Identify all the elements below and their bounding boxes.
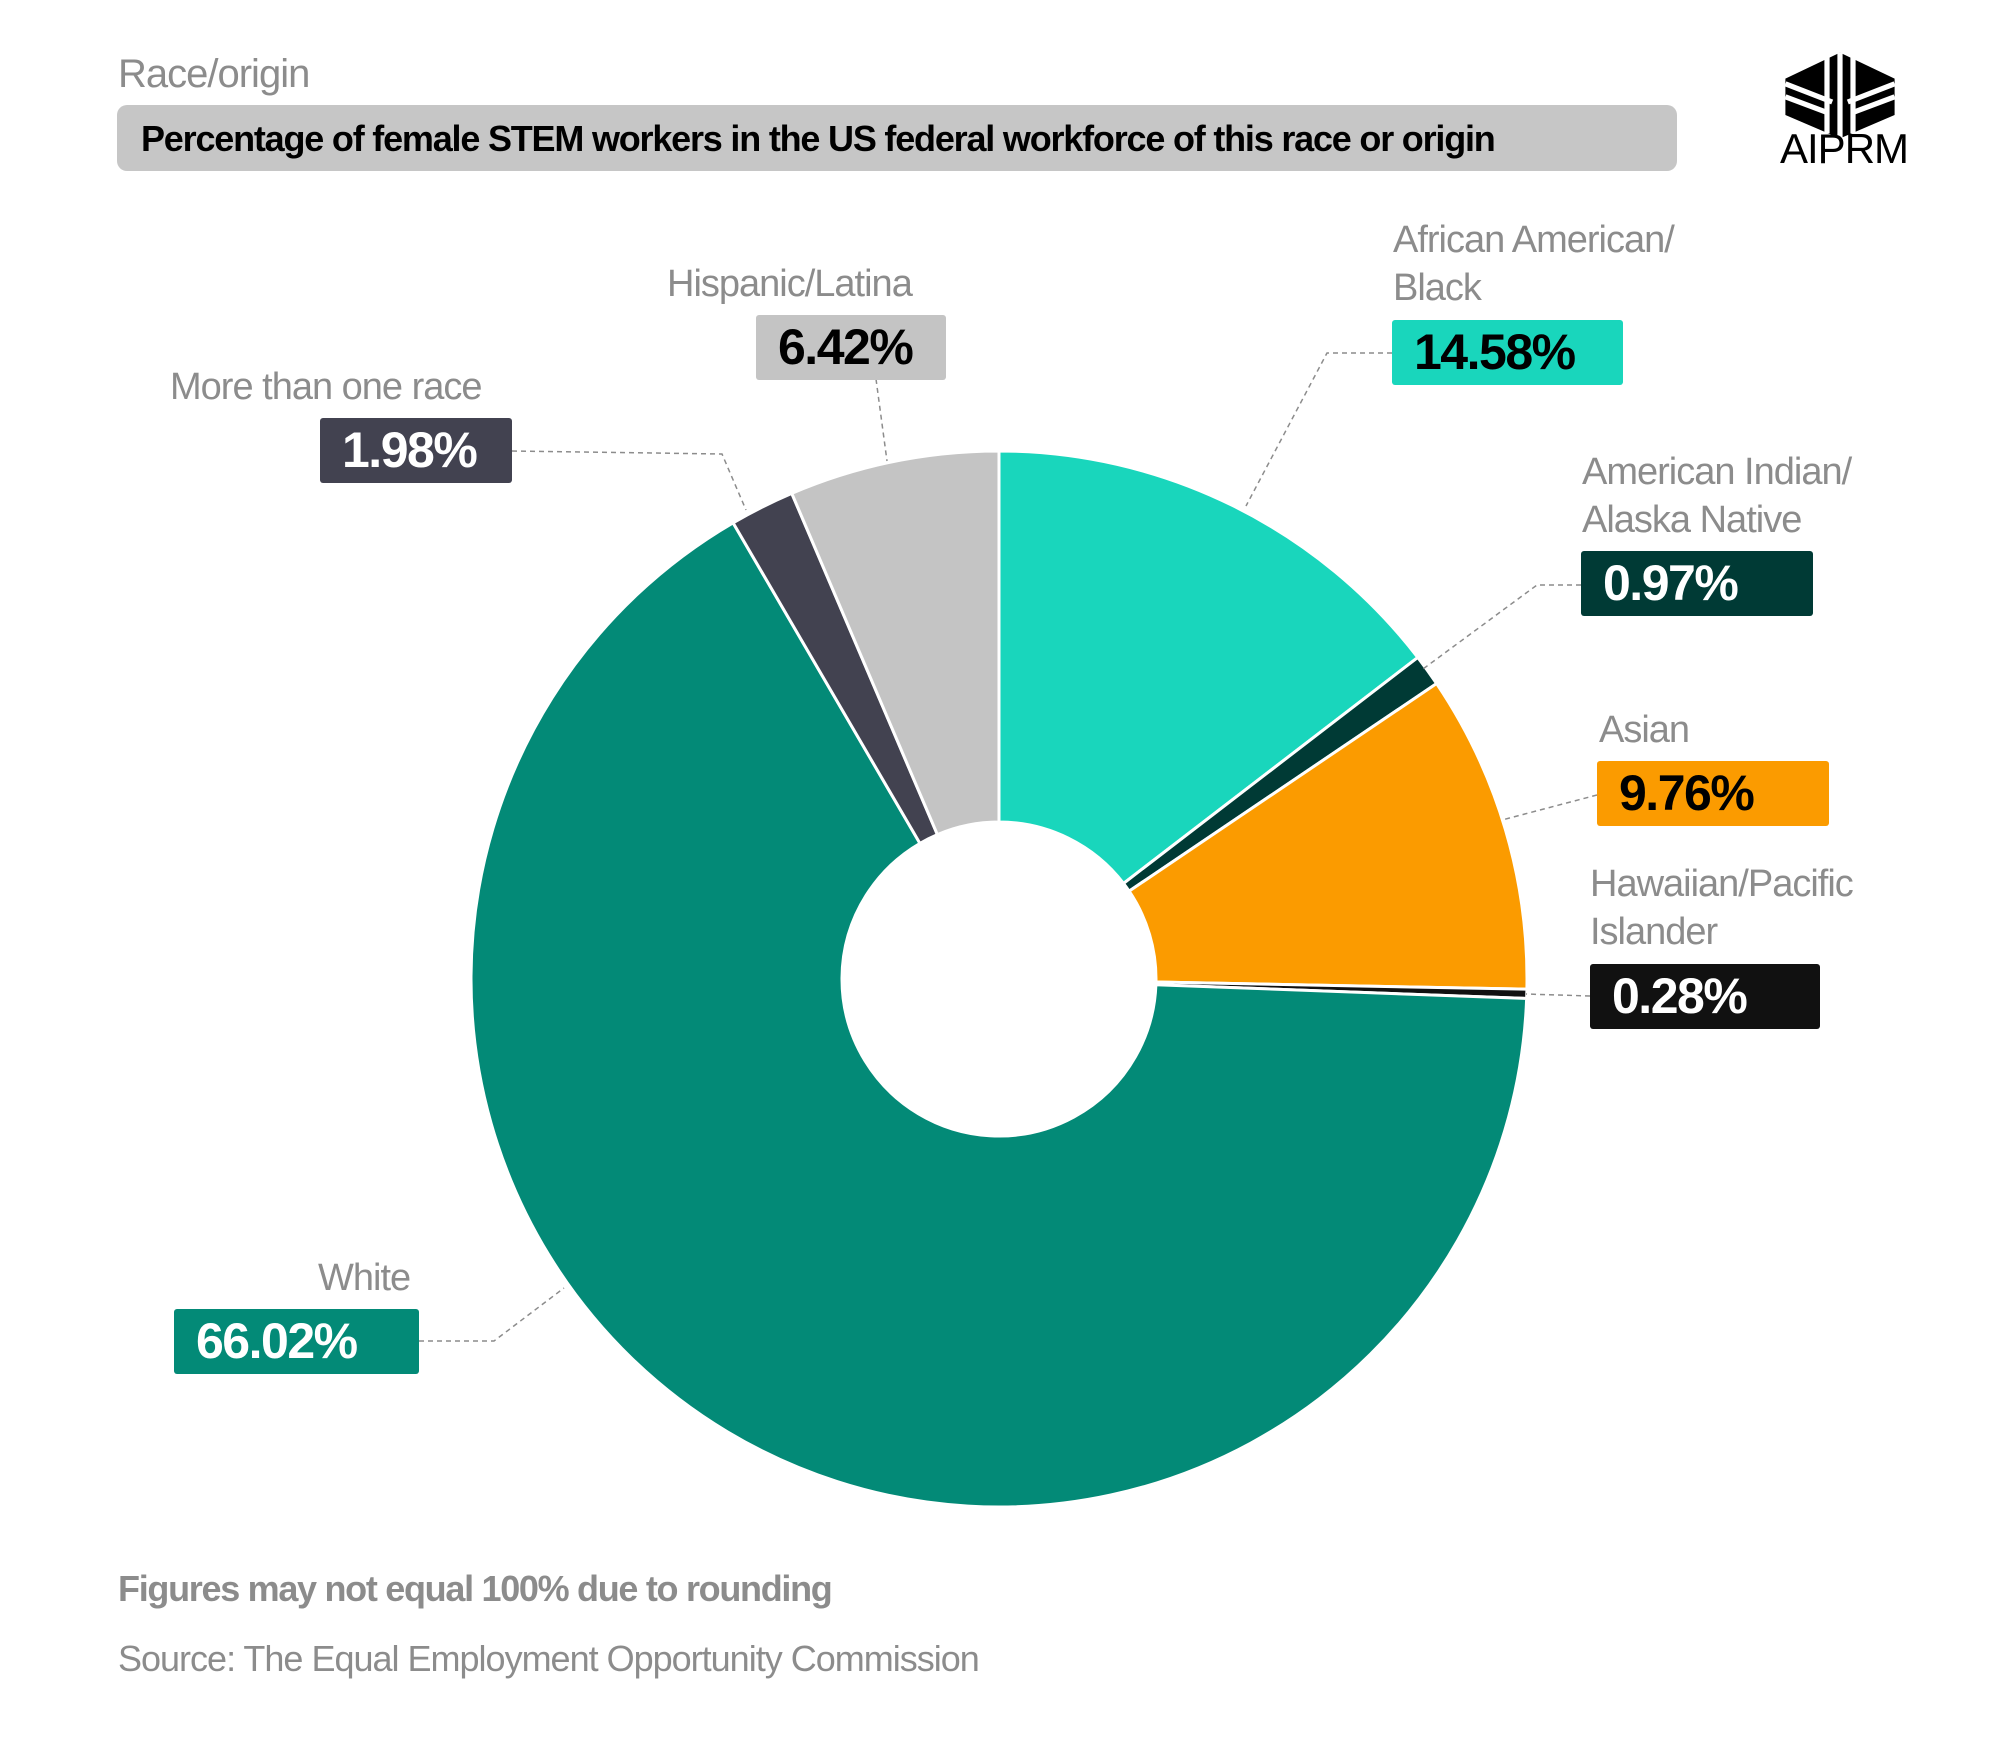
leader-line [875,378,888,462]
source-note: Source: The Equal Employment Opportunity… [118,1638,980,1679]
category-label-line: More than one race [170,366,483,408]
value-label: 9.76% [1597,761,1829,826]
value-label: 0.28% [1590,964,1820,1029]
category-label-line: Black [1393,267,1482,309]
category-label-line: Asian [1599,709,1690,751]
leader-line [1525,993,1591,997]
category-label: African American/Black [1393,216,1675,312]
category-label: Hawaiian/Pacific Islander [1590,860,1854,956]
value-label: 0.97% [1581,551,1813,616]
footnote: Figures may not equal 100% due to roundi… [118,1568,833,1609]
logo-text: AIPRM [1780,125,1909,172]
category-label: More than one race [170,363,483,411]
category-label-line: White [318,1257,411,1299]
category-label-line: Alaska Native [1582,499,1802,541]
slice-6 [789,449,1001,837]
chart-subtitle: Race/origin [118,52,310,96]
category-label: Hispanic/Latina [667,260,913,308]
leader-line [511,450,747,511]
slice-4 [469,520,1529,1509]
category-label-line: Hawaiian/Pacific [1590,863,1854,905]
category-label-line: American Indian/ [1582,451,1852,493]
category-label: American Indian/Alaska Native [1582,448,1852,544]
chart-title: Percentage of female STEM workers in the… [141,118,1496,159]
value-label: 1.98% [320,418,512,483]
slice-2 [1127,681,1529,991]
category-label-line: Islander [1590,911,1718,953]
category-label-line: Hispanic/Latina [667,263,913,305]
value-label: 6.42% [756,315,946,380]
leader-line [1501,794,1598,821]
leader-line [1422,584,1581,670]
value-label: 14.58% [1392,320,1623,385]
slice-0 [997,449,1420,886]
title-banner: Percentage of female STEM workers in the… [117,105,1677,171]
category-label: Asian [1599,706,1690,754]
leader-line [1245,352,1392,507]
leader-line [419,1287,565,1342]
aiprm-logo-icon [1784,52,1896,139]
category-label: White [318,1254,411,1302]
category-label-line: African American/ [1393,219,1675,261]
value-label: 66.02% [174,1309,419,1374]
